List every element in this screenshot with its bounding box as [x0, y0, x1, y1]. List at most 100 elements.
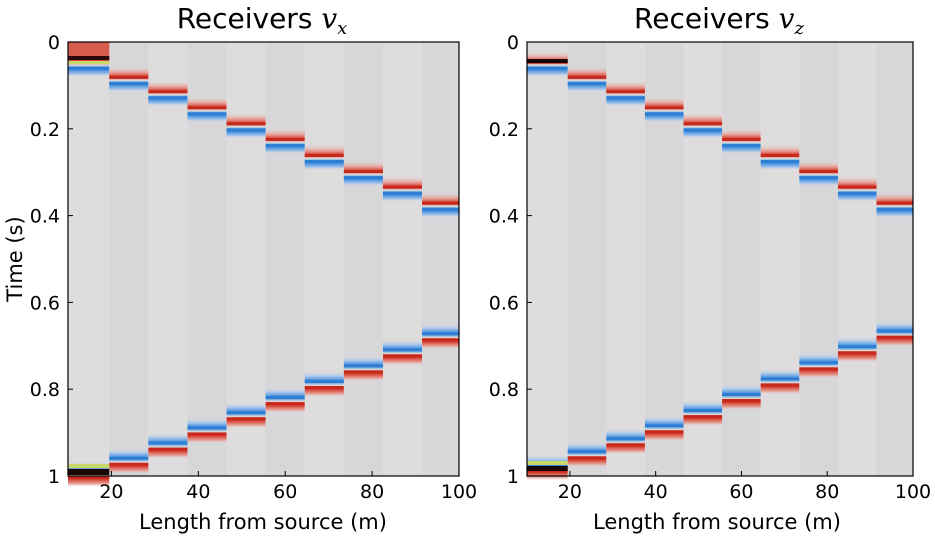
- x-tick-label: 60: [729, 481, 753, 503]
- source-saturation: [527, 466, 568, 471]
- direct-wave-peak: [226, 122, 266, 126]
- direct-wave-trough: [799, 176, 838, 180]
- receiver-column: [382, 42, 423, 476]
- reflected-wave-mark: [799, 352, 838, 379]
- y-tick-label: 1: [48, 466, 60, 488]
- direct-wave-peak: [683, 122, 723, 126]
- reflected-wave-trough: [109, 456, 149, 460]
- source-saturation: [527, 59, 568, 63]
- receiver-column: [109, 42, 149, 476]
- y-axis-label-vx: Time (s): [3, 216, 27, 302]
- direct-wave-peak: [382, 185, 423, 189]
- direct-wave-trough: [304, 160, 344, 164]
- chart-title-vz: Receivers vz: [634, 2, 804, 39]
- reflected-wave-mark: [422, 323, 459, 350]
- reflected-wave-trough: [226, 411, 266, 415]
- direct-wave-peak: [799, 170, 838, 174]
- receiver-column: [527, 42, 568, 476]
- reflected-wave-trough: [343, 364, 383, 368]
- reflected-wave-mark: [382, 339, 423, 366]
- x-axis-label-vz: Length from source (m): [593, 510, 841, 534]
- reflected-wave-mark: [722, 384, 761, 411]
- direct-wave-peak: [187, 106, 227, 110]
- reflected-wave-trough: [382, 348, 423, 352]
- reflected-wave-peak: [422, 338, 459, 342]
- reflected-wave-mark: [760, 368, 800, 395]
- y-tick-label: 0.4: [489, 206, 519, 228]
- reflected-wave-trough: [683, 409, 723, 413]
- reflected-wave-mark: [187, 417, 227, 444]
- y-ticks-vx: 0 0.2 0.4 0.6 0.8 1: [30, 32, 73, 488]
- direct-wave-trough: [343, 176, 383, 180]
- reflected-wave-peak: [68, 475, 110, 479]
- x-tick-label: 100: [441, 481, 477, 503]
- receiver-column: [343, 42, 383, 476]
- x-ticks-vz: 20 40 60 80 100: [558, 471, 931, 503]
- reflected-wave-trough: [837, 345, 877, 349]
- direct-wave-trough: [109, 81, 149, 85]
- reflected-wave-mark: [304, 370, 344, 397]
- receiver-column: [722, 42, 761, 476]
- y-tick-label: 0: [48, 32, 60, 54]
- y-tick-label: 0.2: [489, 119, 519, 141]
- x-tick-label: 20: [558, 481, 582, 503]
- reflected-wave-mark: [837, 336, 877, 363]
- reflected-wave-peak: [760, 383, 800, 387]
- reflected-wave-mark: [606, 428, 645, 455]
- x-tick-label: 60: [273, 481, 297, 503]
- x-ticks-vx: 20 40 60 80 100: [99, 471, 477, 503]
- direct-wave-trough: [683, 128, 723, 132]
- receiver-column: [68, 42, 110, 476]
- direct-wave-trough: [567, 81, 607, 85]
- chart-title-vx: Receivers vx: [177, 2, 348, 39]
- direct-wave-trough: [148, 96, 188, 100]
- reflected-wave-trough: [606, 437, 645, 441]
- receiver-column: [304, 42, 344, 476]
- reflected-wave-trough: [722, 393, 761, 397]
- reflected-wave-mark: [226, 402, 266, 429]
- reflected-wave-peak: [343, 370, 383, 374]
- y-tick-label: 0.8: [489, 379, 519, 401]
- direct-wave-peak: [343, 170, 383, 174]
- source-saturation: [68, 469, 110, 475]
- reflected-wave-peak: [799, 367, 838, 371]
- receiver-column: [837, 42, 877, 476]
- y-ticks-vz: 0 0.2 0.4 0.6 0.8 1: [489, 32, 532, 488]
- direct-wave-trough: [68, 66, 110, 70]
- reflected-wave-peak: [265, 402, 305, 406]
- reflected-wave-peak: [644, 430, 684, 434]
- receiver-column: [567, 42, 607, 476]
- receiver-column: [148, 42, 188, 476]
- reflected-wave-peak: [722, 399, 761, 403]
- reflected-wave-trough: [799, 361, 838, 365]
- y-tick-label: 1: [507, 466, 519, 488]
- x-tick-label: 100: [895, 481, 931, 503]
- x-tick-label: 20: [99, 481, 123, 503]
- direct-wave-trough: [226, 128, 266, 132]
- receiver-column: [799, 42, 838, 476]
- direct-wave-trough: [722, 143, 761, 147]
- reflected-wave-mark: [148, 432, 188, 459]
- direct-wave-trough: [527, 66, 568, 70]
- reflected-wave-peak: [683, 415, 723, 419]
- direct-wave-peak: [304, 154, 344, 158]
- direct-wave-peak: [760, 154, 800, 158]
- reflected-wave-mark: [343, 355, 383, 382]
- chart-vz: Receivers vz 20 40 60 80 100 00.20.40.60.81 …: [489, 2, 931, 534]
- y-tick-label: 0.2: [30, 119, 60, 141]
- x-axis-label-vx: Length from source (m): [139, 510, 387, 534]
- reflected-wave-peak: [837, 351, 877, 355]
- direct-wave-peak: [422, 201, 459, 205]
- reflected-wave-peak: [304, 385, 344, 389]
- direct-wave-peak: [644, 106, 684, 110]
- traces-vz: [527, 42, 913, 481]
- direct-wave-peak: [265, 137, 305, 141]
- plot-frame-vz: [526, 41, 914, 477]
- direct-wave-trough: [265, 143, 305, 147]
- source-saturation: [68, 56, 110, 60]
- reflected-wave-trough: [148, 441, 188, 445]
- x-tick-label: 40: [186, 481, 210, 503]
- source-saturation: [68, 42, 110, 60]
- reflected-wave-peak: [606, 443, 645, 447]
- receiver-column: [606, 42, 645, 476]
